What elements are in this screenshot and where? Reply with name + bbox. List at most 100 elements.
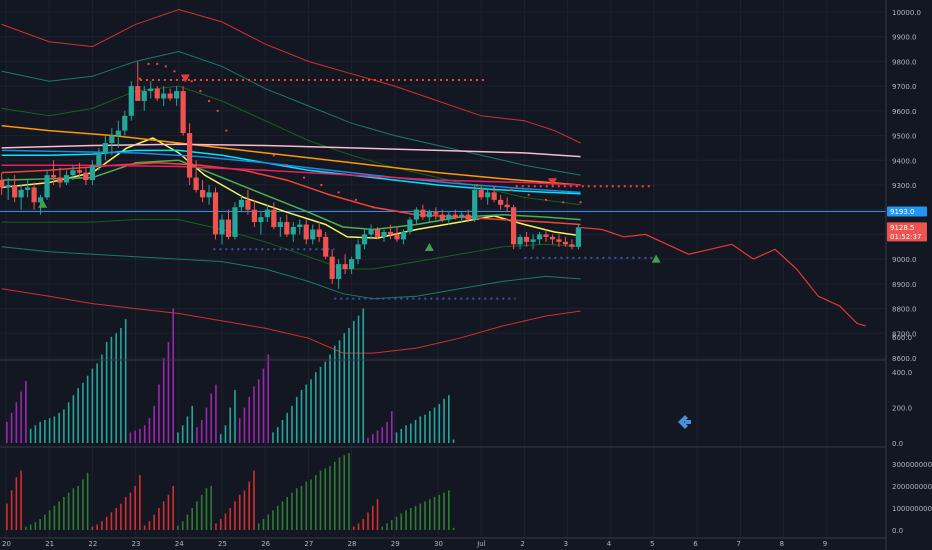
volume-bar bbox=[186, 416, 189, 443]
candle-body bbox=[0, 180, 5, 188]
price-tick-label: 8900.0 bbox=[892, 281, 917, 289]
stop-dot bbox=[320, 184, 323, 186]
candle-body bbox=[212, 192, 219, 235]
flow-bar bbox=[196, 501, 198, 530]
flow-bar bbox=[167, 494, 170, 530]
forecast-path bbox=[580, 226, 866, 327]
candle bbox=[219, 214, 225, 245]
flow-tick-label: 0.0 bbox=[892, 527, 903, 535]
level-lines bbox=[0, 78, 886, 300]
price-tick-label: 8700.0 bbox=[892, 330, 917, 338]
candle-body bbox=[76, 170, 83, 173]
price-tick-label: 9600.0 bbox=[892, 108, 917, 116]
candle-body bbox=[575, 227, 581, 247]
candle bbox=[543, 229, 549, 242]
volume-bar bbox=[376, 430, 379, 443]
time-tick-label: 9 bbox=[823, 540, 827, 548]
flow-bar bbox=[191, 508, 193, 530]
time-tick-label: 5 bbox=[650, 540, 654, 548]
flow-bar bbox=[234, 501, 236, 530]
flow-bar bbox=[319, 470, 322, 530]
annotations bbox=[678, 415, 691, 429]
candle-body bbox=[271, 209, 277, 228]
stop-dot bbox=[138, 77, 141, 80]
flow-bar bbox=[44, 514, 46, 530]
time-tick-label: 20 bbox=[2, 540, 11, 548]
stop-dot bbox=[475, 184, 478, 186]
candle-body bbox=[439, 214, 445, 220]
candle-body bbox=[5, 185, 11, 188]
volume-bar bbox=[400, 428, 403, 443]
volume-bar bbox=[158, 384, 160, 443]
candle bbox=[530, 234, 536, 250]
volume-bar bbox=[395, 432, 398, 443]
candle bbox=[290, 222, 296, 242]
flow-bar bbox=[310, 479, 312, 530]
volume-bar bbox=[20, 391, 22, 443]
volume-bar bbox=[305, 384, 308, 443]
flow-bar bbox=[443, 492, 445, 530]
flow-bar bbox=[262, 519, 265, 530]
candle-body bbox=[562, 241, 569, 245]
flow-bar bbox=[63, 497, 65, 530]
flow-bar bbox=[381, 526, 384, 530]
candle-body bbox=[180, 91, 186, 134]
flow-bar bbox=[448, 490, 450, 530]
flow-bar bbox=[343, 455, 346, 530]
volume-bar bbox=[272, 432, 274, 443]
flow-bar bbox=[438, 494, 441, 530]
stop-dot bbox=[372, 206, 375, 209]
candle bbox=[50, 160, 57, 185]
price-tick-label: 9500.0 bbox=[892, 133, 917, 141]
flow-bar bbox=[357, 523, 360, 530]
volume-bar bbox=[15, 402, 18, 443]
candle-body bbox=[161, 93, 167, 99]
flow-bar bbox=[148, 521, 151, 530]
volume-tick-label: 0.0 bbox=[892, 440, 903, 448]
candle bbox=[174, 86, 180, 106]
candle-body bbox=[543, 234, 549, 237]
candle bbox=[245, 189, 251, 215]
candle-body bbox=[498, 199, 504, 205]
sell-signal-marker bbox=[547, 178, 557, 187]
stop-dot bbox=[527, 193, 530, 196]
candle-body bbox=[135, 86, 141, 101]
candle bbox=[310, 224, 316, 245]
candle bbox=[96, 147, 102, 171]
candle-body bbox=[355, 244, 361, 260]
flow-bar bbox=[39, 519, 41, 530]
candle-body bbox=[336, 264, 342, 279]
volume-bar bbox=[67, 402, 70, 443]
candle bbox=[478, 185, 484, 200]
candle-body bbox=[122, 115, 128, 131]
candle-body bbox=[245, 199, 251, 210]
volume-bar bbox=[91, 368, 94, 443]
time-tick-label: 3 bbox=[564, 540, 568, 548]
flow-bar bbox=[352, 526, 355, 530]
candle bbox=[212, 187, 219, 240]
candle bbox=[439, 209, 445, 223]
volume-bar bbox=[6, 421, 8, 443]
flow-bar bbox=[25, 526, 27, 530]
volume-bar bbox=[177, 432, 179, 443]
flow-bar bbox=[110, 512, 113, 530]
flow-bar bbox=[224, 513, 227, 530]
candle bbox=[70, 165, 76, 181]
candle bbox=[12, 175, 18, 203]
flow-bar bbox=[367, 512, 369, 530]
band-line bbox=[1, 246, 581, 300]
flow-bar bbox=[101, 521, 103, 530]
candle bbox=[76, 162, 83, 178]
candle bbox=[271, 202, 277, 230]
candles[interactable] bbox=[0, 61, 581, 289]
volume-bar bbox=[205, 407, 208, 443]
candle bbox=[284, 214, 290, 237]
signal-markers bbox=[38, 74, 661, 263]
volume-bar bbox=[257, 379, 260, 443]
candle-body bbox=[342, 264, 348, 270]
flow-bar bbox=[34, 522, 37, 530]
flow-bar bbox=[400, 513, 403, 530]
stop-dot bbox=[303, 176, 306, 179]
